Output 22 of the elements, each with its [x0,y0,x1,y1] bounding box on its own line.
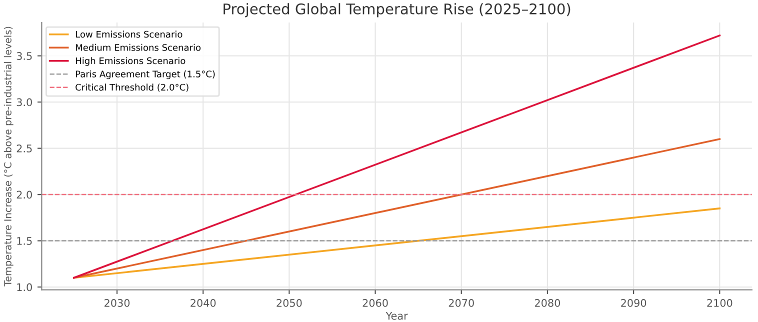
x-tick-label: 2080 [534,299,560,307]
y-tick-label: 1.0 [17,283,32,292]
x-axis-title: Year [386,312,408,320]
x-tick-label: 2100 [707,299,732,307]
legend-label: Low Emissions Scenario [76,30,182,38]
y-tick-label: 1.5 [17,237,32,245]
y-axis-title: Temperature Increase (°C above pre-industrial levels) [4,26,14,286]
x-tick-label: 2090 [621,299,646,307]
x-tick-label: 2060 [362,299,388,307]
legend-label: Critical Threshold (2.0°C) [76,84,188,92]
y-tick-label: 3.0 [16,98,32,106]
legend-label: Paris Agreement Target (1.5°C) [76,70,215,80]
chart-title: Projected Global Temperature Rise (2025–2100) [224,3,570,18]
x-tick-label: 2030 [104,299,130,307]
legend-label: High Emissions Scenario [76,57,186,66]
y-tick-label: 2.0 [16,190,32,199]
x-tick-label: 2070 [448,299,474,307]
y-tick-label: 2.5 [16,144,32,152]
y-tick-label: 3.5 [16,52,32,60]
x-tick-label: 2040 [190,299,216,307]
legend-label: Medium Emissions Scenario [76,44,201,51]
x-tick-label: 2050 [276,299,302,307]
